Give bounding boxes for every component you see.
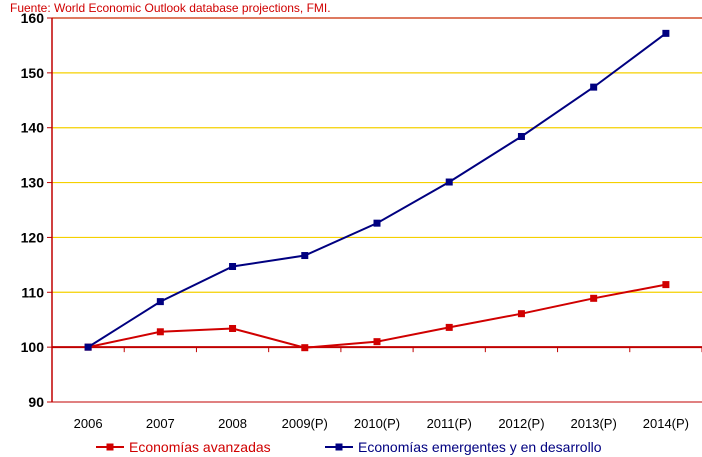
y-tick-label: 130 (21, 175, 45, 191)
series-line (87, 32, 667, 348)
y-tick-label: 150 (21, 65, 45, 81)
legend-label: Economías emergentes y en desarrollo (358, 439, 602, 455)
series-group (84, 29, 670, 352)
data-point (229, 263, 237, 271)
legend-item: Economías emergentes y en desarrollo (325, 439, 602, 455)
legend: Economías avanzadas Economías emergentes … (96, 439, 602, 455)
data-point (445, 323, 453, 331)
series-emerging (84, 29, 670, 351)
legend-item: Economías avanzadas (96, 439, 271, 455)
x-tick-label: 2008 (218, 416, 247, 431)
x-tick-label: 2014(P) (643, 416, 689, 431)
data-point (156, 328, 164, 336)
x-tick-label: 2012(P) (498, 416, 544, 431)
data-point (445, 178, 453, 186)
x-tick-label: 2010(P) (354, 416, 400, 431)
x-axis-ticks: 2006 2007 2008 2009(P) 2010(P) 2011(P) 2012(P)… (51, 347, 702, 431)
series-advanced (84, 281, 670, 352)
x-tick-label: 2011(P) (427, 416, 472, 431)
data-point (84, 343, 92, 351)
data-point (301, 344, 309, 352)
x-tick-label: 2013(P) (571, 416, 617, 431)
y-axis-ticks: 90 100 110 120 130 140 150 160 (21, 10, 52, 410)
plot-frame (51, 17, 702, 403)
legend-label: Economías avanzadas (129, 439, 271, 455)
x-tick-label: 2007 (146, 416, 175, 431)
data-point (517, 310, 525, 318)
legend-swatch-marker (335, 443, 343, 451)
x-tick-label: 2009(P) (282, 416, 328, 431)
legend-swatch-marker (106, 443, 114, 451)
data-point (373, 219, 381, 227)
y-tick-label: 90 (28, 394, 44, 410)
data-point (229, 324, 237, 332)
data-point (517, 132, 525, 140)
data-point (156, 298, 164, 306)
y-tick-label: 120 (21, 229, 45, 245)
y-tick-label: 100 (21, 339, 45, 355)
data-point (662, 29, 670, 37)
x-tick-label: 2006 (74, 416, 103, 431)
source-note: Fuente: World Economic Outlook database … (10, 1, 331, 15)
data-point (590, 83, 598, 91)
y-tick-label: 110 (21, 284, 44, 300)
data-point (662, 281, 670, 289)
data-point (301, 252, 309, 260)
data-point (590, 294, 598, 302)
grid-lines (52, 17, 702, 293)
y-tick-label: 160 (21, 10, 45, 26)
y-tick-label: 140 (21, 120, 45, 136)
data-point (373, 338, 381, 346)
